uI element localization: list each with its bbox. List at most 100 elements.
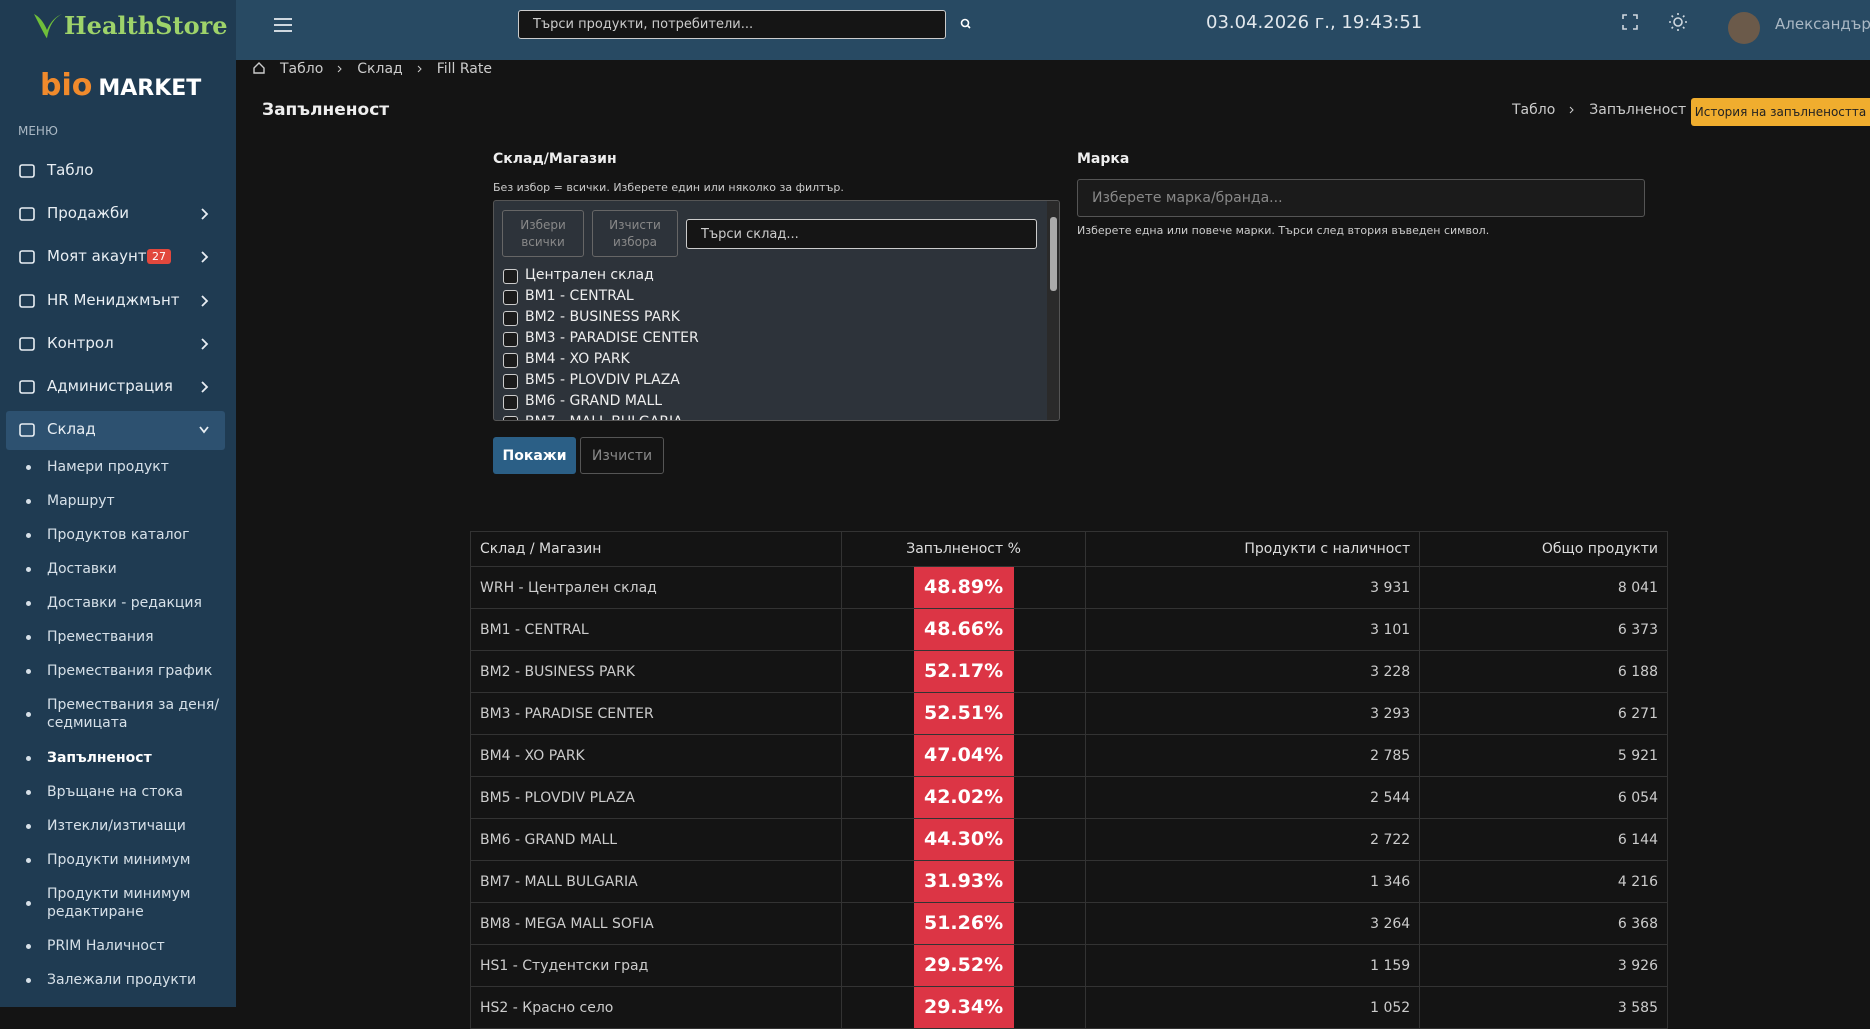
cell: 29.52% [840, 944, 1087, 987]
submenu-item[interactable]: Доставки [47, 561, 117, 577]
menu-item[interactable]: Администрация [47, 377, 173, 395]
search-button[interactable] [946, 10, 985, 39]
store-option[interactable]: BM7 - MALL BULGARIA [525, 414, 683, 420]
fill-rate: 29.34% [913, 987, 1014, 1028]
menu-item[interactable]: Табло [47, 161, 94, 179]
submenu-dot [26, 635, 31, 640]
cell: 6 188 [1419, 650, 1668, 693]
store-hint: Без избор = всички. Изберете един или ня… [493, 181, 844, 194]
icon-shape [19, 337, 35, 351]
menu-toggle[interactable] [272, 15, 294, 35]
cell: BM5 - PLOVDIV PLAZA [470, 776, 842, 819]
active-item-bg [6, 411, 225, 450]
home-icon [253, 62, 265, 74]
store-option[interactable]: BM6 - GRAND MALL [525, 393, 663, 409]
history-button[interactable]: История на запълнеността [1691, 98, 1870, 126]
crumb[interactable]: Табло [280, 61, 324, 77]
submenu-item[interactable]: PRIM Наличност [47, 938, 165, 954]
menu-icon [19, 380, 35, 394]
cell: 3 101 [1085, 608, 1421, 651]
submenu-item[interactable]: Продукти минимум [47, 852, 191, 868]
cell: 51.26% [840, 902, 1087, 945]
store-option[interactable]: BM5 - PLOVDIV PLAZA [525, 372, 680, 388]
show-button[interactable]: Покажи [493, 437, 576, 474]
submenu-item[interactable]: Доставки - редакция [47, 595, 202, 611]
menu-item[interactable]: Склад [47, 420, 96, 438]
table-row: BM4 - XO PARK 47.04% 2 785 5 921 [470, 734, 1668, 777]
clear-button[interactable]: Изчисти [580, 437, 664, 474]
checkbox[interactable] [503, 269, 518, 284]
store-option[interactable]: BM1 - CENTRAL [525, 288, 634, 304]
submenu-dot [26, 669, 31, 674]
cell: 29.34% [840, 986, 1087, 1029]
submenu-item[interactable]: Запълненост [47, 750, 152, 766]
home-path [253, 62, 265, 74]
cell: 3 228 [1085, 650, 1421, 693]
chevron-path [201, 208, 209, 220]
cell: 3 926 [1419, 944, 1668, 987]
menu-item[interactable]: Контрол [47, 334, 114, 352]
checkbox[interactable] [503, 290, 518, 305]
menu-item[interactable]: HR Мениджмънт [47, 291, 180, 309]
store-option[interactable]: Централен склад [525, 267, 654, 283]
chevron [201, 295, 209, 307]
store-option[interactable]: BM4 - XO PARK [525, 351, 630, 367]
chevron-path [201, 251, 209, 263]
menu-item[interactable]: Моят акаунт [47, 247, 147, 265]
crumb[interactable]: Fill Rate [436, 61, 492, 77]
store-option[interactable]: BM3 - PARADISE CENTER [525, 330, 699, 346]
checkbox[interactable] [503, 395, 518, 410]
column-header: Запълненост % [840, 531, 1087, 567]
cell: BM6 - GRAND MALL [470, 818, 842, 861]
select-all-button[interactable]: Избери всички [502, 210, 584, 257]
crumb[interactable]: Склад [357, 61, 403, 77]
page-breadcrumb: Табло Запълненост [1512, 102, 1686, 118]
brand-icon [34, 14, 62, 39]
scroll-thumb[interactable] [1050, 217, 1057, 291]
checkbox[interactable] [503, 311, 518, 326]
cell: 6 271 [1419, 692, 1668, 735]
header-row: Склад / Магазин Запълненост % Продукти с н… [470, 531, 1668, 567]
fill-rate: 47.04% [913, 735, 1014, 776]
table-row: HS1 - Студентски град 29.52% 1 159 3 926 [470, 944, 1668, 987]
store-search[interactable]: Търси склад... [686, 219, 1037, 249]
user-name[interactable]: Александър [1775, 15, 1870, 33]
submenu-dot [26, 901, 31, 906]
theme-icon[interactable] [1668, 12, 1688, 32]
checkbox[interactable] [503, 353, 518, 368]
crumb-sep [417, 65, 422, 73]
submenu-dot [26, 465, 31, 470]
topbar: Търси продукти, потребители... 03.04.202… [236, 0, 1870, 60]
fill-rate: 29.52% [913, 945, 1014, 986]
cell: 52.51% [840, 692, 1087, 735]
submenu-item[interactable]: Маршрут [47, 493, 115, 509]
crumb[interactable]: Табло [1512, 102, 1556, 118]
brand-hint: Изберете една или повече марки. Търси сл… [1077, 224, 1490, 237]
submenu-item[interactable]: Премествания график [47, 663, 213, 679]
table-row: BM7 - MALL BULGARIA 31.93% 1 346 4 216 [470, 860, 1668, 903]
fullscreen-icon[interactable] [1622, 14, 1638, 30]
checkbox[interactable] [503, 332, 518, 347]
fill-rate: 52.17% [913, 651, 1014, 692]
brand-input[interactable]: Изберете марка/бранда... [1077, 179, 1645, 217]
store-option[interactable]: BM2 - BUSINESS PARK [525, 309, 680, 325]
avatar[interactable] [1728, 12, 1760, 44]
search-input[interactable]: Търси продукти, потребители... [518, 10, 946, 39]
clear-selection-button[interactable]: Изчисти избора [592, 210, 678, 257]
column-header: Продукти с наличност [1085, 531, 1421, 567]
submenu-item[interactable]: Премествания за деня/ седмицата [47, 697, 220, 731]
submenu-item[interactable]: Премествания [47, 629, 154, 645]
cell: 3 585 [1419, 986, 1668, 1029]
submenu-item[interactable]: Залежали продукти [47, 972, 197, 988]
submenu-item[interactable]: Продуктов каталог [47, 527, 190, 543]
checkbox[interactable] [503, 374, 518, 389]
submenu-dot [26, 790, 31, 795]
submenu-item[interactable]: Изтекли/изтичащи [47, 818, 186, 834]
checkbox[interactable] [503, 416, 518, 420]
submenu-item[interactable]: Намери продукт [47, 459, 169, 475]
menu-item[interactable]: Продажби [47, 204, 130, 222]
submenu-item[interactable]: Продукти минимум редактиране [47, 886, 191, 920]
cell: 5 921 [1419, 734, 1668, 777]
crumb[interactable]: Запълненост [1589, 102, 1687, 118]
submenu-item[interactable]: Връщане на стока [47, 784, 184, 800]
